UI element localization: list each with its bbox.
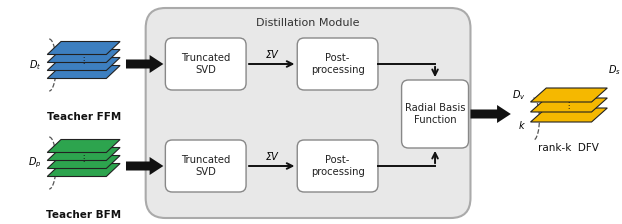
Text: Truncated
SVD: Truncated SVD <box>181 155 230 177</box>
Text: $D_t$: $D_t$ <box>29 58 41 72</box>
Polygon shape <box>47 65 120 78</box>
Text: ΣV: ΣV <box>266 152 278 162</box>
Polygon shape <box>47 147 120 161</box>
FancyBboxPatch shape <box>165 38 246 90</box>
Polygon shape <box>126 55 164 73</box>
FancyBboxPatch shape <box>165 140 246 192</box>
Polygon shape <box>47 50 120 62</box>
Polygon shape <box>47 58 120 71</box>
Text: Truncated
SVD: Truncated SVD <box>181 53 230 75</box>
Text: Distillation Module: Distillation Module <box>256 18 360 28</box>
FancyBboxPatch shape <box>146 8 470 218</box>
FancyBboxPatch shape <box>297 38 378 90</box>
Text: rank-k  DFV: rank-k DFV <box>539 143 600 153</box>
Polygon shape <box>47 155 120 168</box>
Text: ⋮: ⋮ <box>80 56 88 65</box>
Text: $k$: $k$ <box>518 119 526 131</box>
Polygon shape <box>47 41 120 54</box>
Polygon shape <box>470 105 511 123</box>
Polygon shape <box>47 164 120 177</box>
Text: ⋮: ⋮ <box>80 153 88 162</box>
Text: $D_p$: $D_p$ <box>28 156 41 170</box>
Text: Post-
processing: Post- processing <box>310 155 364 177</box>
Polygon shape <box>126 157 164 175</box>
Text: Radial Basis
Function: Radial Basis Function <box>405 103 465 125</box>
FancyBboxPatch shape <box>297 140 378 192</box>
Text: Teacher FFM: Teacher FFM <box>47 112 121 122</box>
Text: ΣV: ΣV <box>266 50 278 60</box>
Text: ⋮: ⋮ <box>565 101 573 110</box>
Text: Teacher BFM: Teacher BFM <box>46 210 121 220</box>
Polygon shape <box>531 88 607 102</box>
Polygon shape <box>531 98 607 112</box>
Text: Post-
processing: Post- processing <box>310 53 364 75</box>
Polygon shape <box>47 140 120 153</box>
Polygon shape <box>531 108 607 122</box>
Text: $D_v$: $D_v$ <box>512 88 526 102</box>
Text: $D_s$: $D_s$ <box>608 63 621 77</box>
FancyBboxPatch shape <box>402 80 468 148</box>
